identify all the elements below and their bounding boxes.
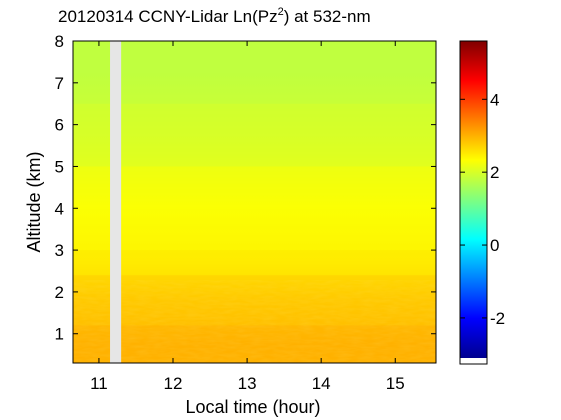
x-tick-label: 12 bbox=[164, 374, 183, 393]
y-tick-label: 5 bbox=[55, 157, 64, 176]
x-tick-label: 11 bbox=[90, 374, 108, 393]
y-tick-label: 4 bbox=[55, 199, 64, 218]
title-tail: ) at 532-nm bbox=[284, 7, 371, 26]
title-main: 20120314 CCNY-Lidar Ln(Pz bbox=[58, 7, 278, 26]
colorbar-tick-label: -2 bbox=[490, 309, 505, 328]
plot-frame bbox=[72, 40, 437, 364]
heatmap-region-2 bbox=[73, 275, 436, 326]
x-tick-label: 13 bbox=[238, 374, 257, 393]
data-gap-band bbox=[110, 41, 122, 363]
chart-title: 20120314 CCNY-Lidar Ln(Pz2) at 532-nm bbox=[58, 6, 371, 26]
y-tick-label: 3 bbox=[55, 241, 64, 260]
colorbar-ticks: -2 0 2 4 bbox=[460, 90, 505, 328]
colorbar-bottom-cap bbox=[460, 358, 487, 364]
heatmap-region-3 bbox=[73, 250, 436, 276]
colorbar-frame bbox=[459, 40, 488, 365]
y-tick-label: 2 bbox=[55, 283, 64, 302]
x-tick-label: 14 bbox=[312, 374, 331, 393]
colorbar-tick-label: 2 bbox=[490, 163, 499, 182]
x-axis-label: Local time (hour) bbox=[185, 397, 320, 417]
heatmap-region-6 bbox=[73, 41, 436, 104]
y-tick-label: 6 bbox=[55, 116, 64, 135]
colorbar-gradient bbox=[460, 41, 487, 358]
title-superscript: 2 bbox=[278, 6, 284, 18]
x-axis: 11 12 13 14 15 bbox=[90, 41, 405, 393]
colorbar-tick-label: 4 bbox=[490, 90, 499, 109]
heatmap-texture bbox=[73, 280, 436, 363]
y-tick-label: 8 bbox=[55, 32, 64, 51]
heatmap-region-5 bbox=[73, 103, 436, 167]
y-tick-label: 7 bbox=[55, 74, 64, 93]
heatmap-region-4 bbox=[73, 166, 436, 251]
y-tick-label: 1 bbox=[55, 325, 64, 344]
heatmap-region-1 bbox=[73, 325, 436, 363]
y-axis-label: Altitude (km) bbox=[24, 151, 44, 252]
y-axis: 1 2 3 4 5 6 7 8 bbox=[55, 32, 436, 344]
x-tick-label: 15 bbox=[386, 374, 405, 393]
heatmap-regions bbox=[73, 41, 436, 363]
colorbar-tick-label: 0 bbox=[490, 236, 499, 255]
plot-area bbox=[72, 40, 437, 364]
colorbar: -2 0 2 4 bbox=[459, 40, 505, 365]
